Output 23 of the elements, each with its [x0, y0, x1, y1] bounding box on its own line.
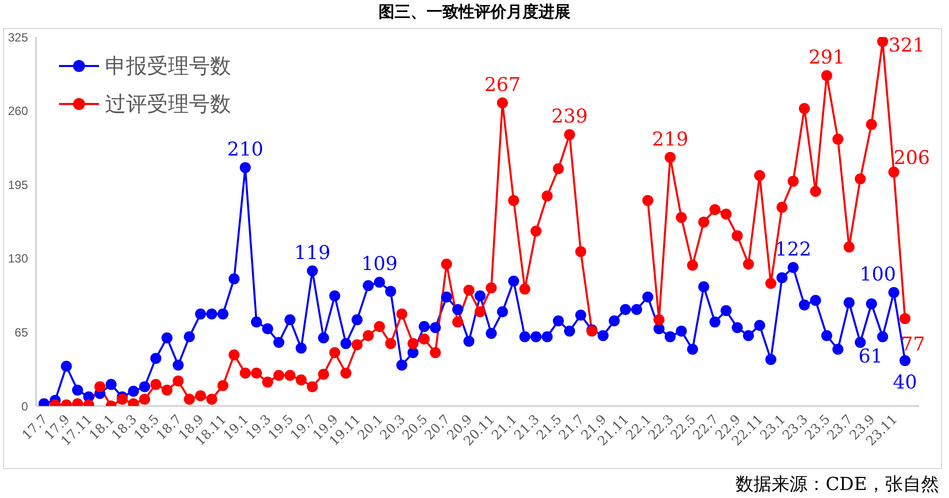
data-label: 291 [808, 46, 845, 69]
data-label: 109 [361, 253, 398, 276]
data-label: 239 [551, 106, 588, 128]
y-tick-label: 130 [8, 252, 28, 266]
data-label: 119 [294, 242, 330, 264]
data-label: 40 [892, 372, 918, 394]
y-tick-label: 325 [8, 30, 28, 44]
chart-title: 图三、一致性评价月度进展 [378, 2, 572, 23]
data-label: 267 [484, 74, 521, 96]
data-label: 321 [888, 34, 925, 57]
y-tick-label: 65 [14, 325, 28, 340]
data-label: 206 [894, 147, 930, 170]
data-label: 210 [227, 138, 264, 161]
legend-label: 过评受理号数 [105, 91, 231, 118]
data-label: 100 [860, 263, 896, 286]
y-tick-label: 260 [8, 104, 28, 118]
data-label: 122 [775, 238, 812, 260]
y-tick-label: 0 [21, 399, 28, 414]
y-tick-label: 195 [8, 178, 28, 192]
data-label: 219 [652, 128, 688, 150]
legend-label: 申报受理号数 [105, 53, 231, 80]
source-note: 数据来源：CDE，张自然 [736, 473, 939, 496]
data-label: 61 [858, 346, 883, 368]
